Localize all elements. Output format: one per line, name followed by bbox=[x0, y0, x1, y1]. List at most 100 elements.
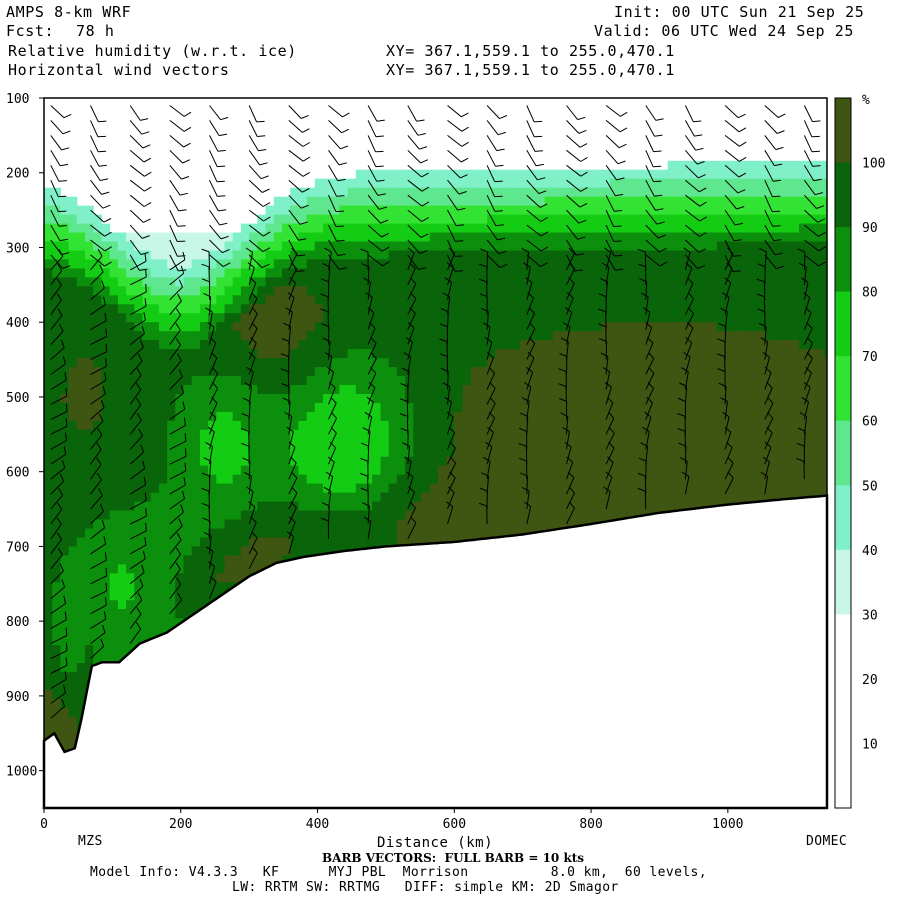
humidity-cell bbox=[224, 564, 234, 574]
humidity-cell bbox=[618, 411, 628, 422]
humidity-cell bbox=[126, 232, 135, 243]
humidity-cell bbox=[544, 196, 554, 207]
humidity-cell bbox=[577, 259, 587, 269]
humidity-cell bbox=[282, 474, 291, 485]
humidity-cell bbox=[544, 223, 554, 234]
humidity-cell bbox=[520, 411, 529, 422]
humidity-cell bbox=[323, 465, 332, 476]
humidity-cell bbox=[93, 358, 102, 368]
humidity-cell bbox=[199, 331, 209, 341]
humidity-cell bbox=[503, 358, 513, 368]
humidity-cell bbox=[224, 528, 234, 539]
humidity-cell bbox=[290, 537, 299, 548]
humidity-cell bbox=[520, 331, 529, 341]
humidity-cell bbox=[52, 546, 61, 556]
humidity-cell bbox=[429, 313, 439, 323]
humidity-cell bbox=[306, 205, 316, 216]
humidity-cell bbox=[76, 394, 86, 404]
humidity-cell bbox=[593, 438, 603, 449]
humidity-cell bbox=[372, 340, 381, 350]
humidity-cell bbox=[52, 582, 61, 592]
humidity-cell bbox=[273, 268, 283, 278]
humidity-cell bbox=[487, 402, 496, 413]
humidity-cell bbox=[101, 528, 111, 539]
humidity-cell bbox=[216, 492, 226, 503]
humidity-cell bbox=[290, 376, 299, 386]
humidity-cell bbox=[191, 528, 201, 539]
humidity-cell bbox=[380, 456, 390, 467]
humidity-cell bbox=[265, 483, 275, 494]
humidity-cell bbox=[60, 250, 70, 261]
humidity-cell bbox=[429, 501, 439, 512]
humidity-cell bbox=[109, 295, 119, 305]
humidity-cell bbox=[306, 385, 316, 395]
humidity-cell bbox=[109, 609, 119, 619]
humidity-cell bbox=[240, 429, 250, 440]
humidity-cell bbox=[68, 223, 78, 234]
humidity-cell bbox=[331, 510, 340, 521]
humidity-cell bbox=[208, 313, 217, 323]
humidity-cell bbox=[437, 178, 447, 189]
humidity-cell bbox=[68, 672, 78, 682]
humidity-cell bbox=[323, 510, 332, 521]
humidity-cell bbox=[380, 385, 390, 395]
humidity-cell bbox=[68, 573, 78, 583]
humidity-cell bbox=[298, 268, 308, 278]
humidity-cell bbox=[388, 169, 398, 180]
humidity-cell bbox=[626, 277, 636, 287]
humidity-cell bbox=[52, 367, 61, 377]
humidity-cell bbox=[380, 411, 390, 422]
humidity-cell bbox=[437, 402, 447, 413]
humidity-cell bbox=[437, 358, 447, 368]
humidity-cell bbox=[618, 277, 628, 287]
humidity-cell bbox=[85, 277, 94, 287]
humidity-cell bbox=[134, 277, 144, 287]
humidity-cell bbox=[437, 331, 447, 341]
humidity-cell bbox=[552, 367, 562, 377]
humidity-cell bbox=[183, 564, 193, 574]
humidity-cell bbox=[487, 385, 496, 395]
humidity-cell bbox=[528, 250, 537, 261]
humidity-cell bbox=[364, 295, 373, 305]
humidity-cell bbox=[569, 187, 578, 198]
humidity-cell bbox=[413, 178, 423, 189]
humidity-cell bbox=[76, 214, 86, 225]
humidity-cell bbox=[487, 474, 496, 485]
humidity-cell bbox=[101, 510, 111, 521]
humidity-cell bbox=[355, 277, 365, 287]
humidity-cell bbox=[544, 313, 554, 323]
humidity-cell bbox=[199, 555, 209, 565]
humidity-cell bbox=[158, 573, 168, 583]
humidity-cell bbox=[60, 600, 70, 610]
humidity-cell bbox=[216, 349, 226, 359]
humidity-cell bbox=[618, 178, 628, 189]
humidity-cell bbox=[364, 349, 373, 359]
humidity-cell bbox=[167, 394, 176, 404]
humidity-cell bbox=[76, 564, 86, 574]
humidity-cell bbox=[85, 313, 94, 323]
humidity-cell bbox=[405, 232, 414, 243]
humidity-cell bbox=[470, 429, 480, 440]
humidity-cell bbox=[388, 420, 398, 431]
humidity-cell bbox=[396, 367, 406, 377]
humidity-cell bbox=[150, 438, 160, 449]
humidity-cell bbox=[593, 232, 603, 243]
humidity-cell bbox=[85, 214, 94, 225]
humidity-cell bbox=[454, 322, 464, 332]
humidity-cell bbox=[158, 313, 168, 323]
humidity-cell bbox=[44, 402, 53, 413]
humidity-cell bbox=[462, 358, 472, 368]
humidity-cell bbox=[240, 385, 250, 395]
humidity-cell bbox=[610, 358, 619, 368]
humidity-cell bbox=[347, 349, 357, 359]
humidity-cell bbox=[175, 528, 185, 539]
humidity-cell bbox=[273, 313, 283, 323]
humidity-cell bbox=[593, 510, 603, 521]
humidity-cell bbox=[101, 627, 111, 637]
humidity-cell bbox=[593, 313, 603, 323]
humidity-cell bbox=[626, 178, 636, 189]
humidity-cell bbox=[462, 492, 472, 503]
humidity-cell bbox=[380, 483, 390, 494]
humidity-cell bbox=[421, 438, 431, 449]
humidity-cell bbox=[117, 438, 127, 449]
